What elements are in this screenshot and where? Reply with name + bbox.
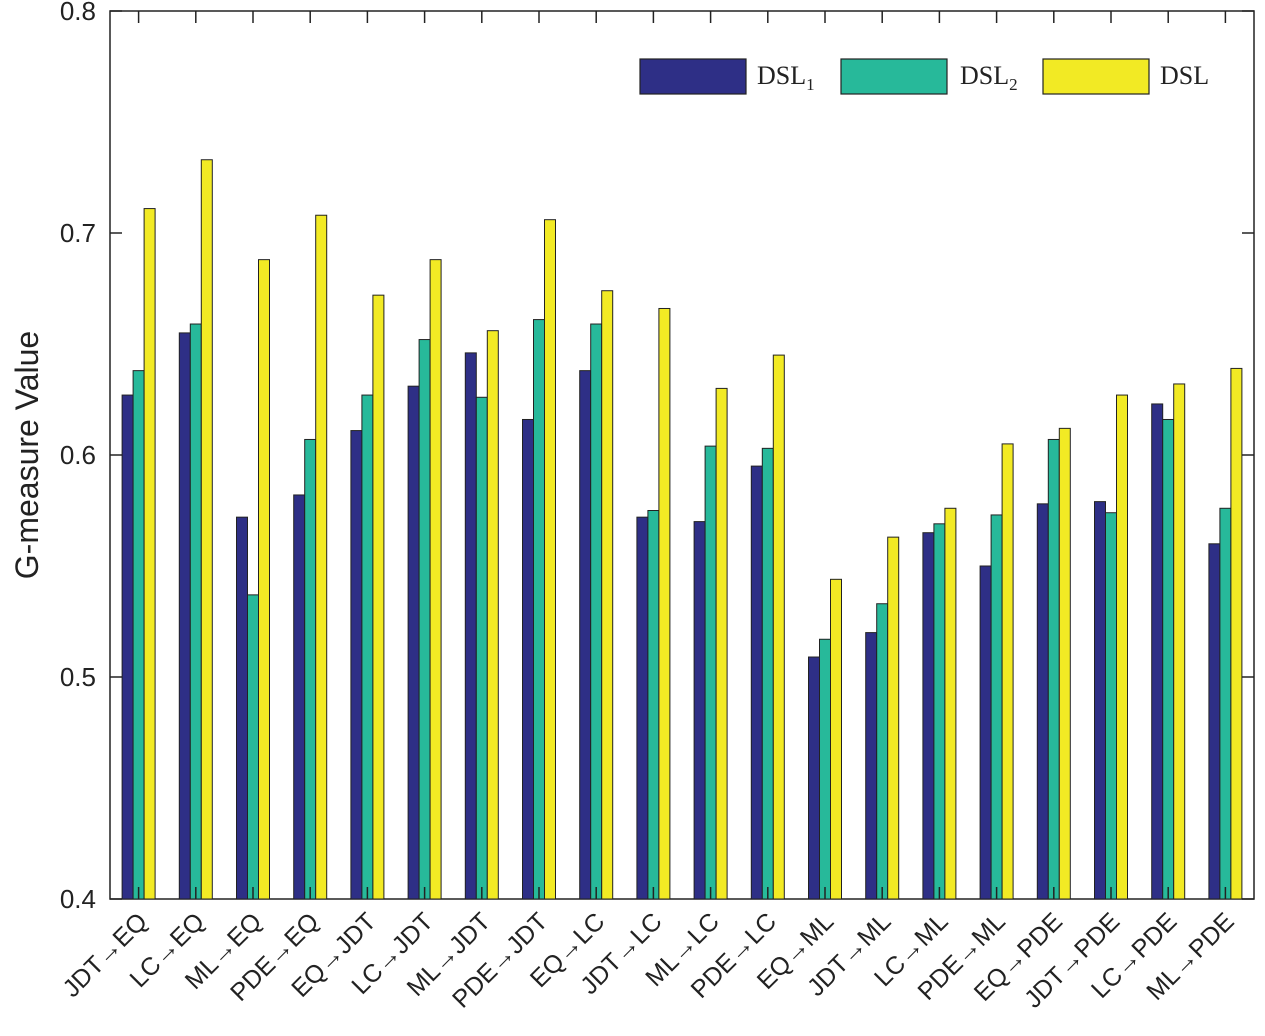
bar-dsl bbox=[1116, 394, 1128, 900]
bar-dsl2 bbox=[990, 514, 1003, 900]
bar-dsl2 bbox=[876, 603, 889, 900]
bar-dsl1 bbox=[808, 656, 820, 900]
y-tick-label: 0.5 bbox=[60, 662, 96, 692]
bar-dsl2 bbox=[761, 447, 774, 900]
bar-dsl2 bbox=[533, 319, 545, 900]
bar-dsl bbox=[315, 214, 328, 900]
bar-dsl1 bbox=[979, 565, 992, 900]
bar-dsl bbox=[772, 354, 785, 900]
bar-dsl bbox=[258, 259, 270, 900]
bar-dsl bbox=[544, 219, 556, 900]
bar-dsl bbox=[830, 578, 842, 900]
bar-dsl2 bbox=[1162, 418, 1175, 900]
bar-dsl1 bbox=[750, 465, 763, 900]
bar-dsl2 bbox=[1219, 507, 1232, 900]
y-axis-title: G-measure Value bbox=[9, 331, 45, 579]
bar-dsl2 bbox=[1105, 512, 1117, 900]
legend-label-dsl1: DSL1 bbox=[757, 61, 815, 94]
bar-dsl bbox=[372, 294, 385, 900]
bar-dsl bbox=[1001, 443, 1014, 900]
bar-dsl2 bbox=[475, 396, 488, 900]
legend-label-dsl2: DSL2 bbox=[960, 61, 1018, 94]
bar-dsl1 bbox=[579, 370, 592, 900]
bar-dsl bbox=[486, 330, 499, 900]
bar-dsl1 bbox=[1208, 543, 1221, 900]
bar-dsl1 bbox=[178, 332, 191, 900]
bar-dsl1 bbox=[121, 394, 134, 900]
bar-dsl bbox=[658, 307, 671, 900]
legend-swatch-dsl2 bbox=[840, 58, 948, 95]
bar-dsl bbox=[715, 387, 728, 900]
bar-dsl bbox=[143, 208, 156, 900]
legend-swatch-dsl bbox=[1042, 58, 1150, 95]
legend: DSL1 DSL2 DSL bbox=[639, 58, 1209, 95]
bar-dsl bbox=[601, 290, 614, 900]
bar-dsl1 bbox=[407, 385, 420, 900]
bar-dsl1 bbox=[522, 418, 534, 900]
bar-dsl2 bbox=[1047, 438, 1060, 900]
y-tick-label: 0.4 bbox=[60, 884, 96, 914]
bar-dsl1 bbox=[1036, 503, 1049, 900]
bar-dsl1 bbox=[693, 521, 706, 900]
bar-dsl bbox=[1230, 367, 1243, 900]
bar-dsl2 bbox=[647, 510, 660, 900]
bar-dsl bbox=[200, 159, 213, 900]
bar-dsl1 bbox=[350, 430, 363, 900]
plot-area bbox=[109, 10, 1255, 900]
y-tick-label: 0.7 bbox=[60, 218, 96, 248]
bar-dsl1 bbox=[1094, 501, 1106, 900]
y-tick-label: 0.8 bbox=[60, 0, 96, 26]
bar-dsl1 bbox=[464, 352, 477, 900]
legend-swatch-dsl1 bbox=[639, 58, 747, 95]
bar-dsl2 bbox=[304, 438, 317, 900]
bar-dsl1 bbox=[236, 516, 248, 900]
bar-dsl bbox=[887, 536, 900, 900]
bar-dsl1 bbox=[636, 516, 649, 900]
bar-dsl1 bbox=[865, 632, 878, 900]
bar-dsl bbox=[944, 507, 957, 900]
legend-label-dsl: DSL bbox=[1160, 61, 1209, 90]
bar-dsl2 bbox=[132, 370, 145, 900]
bar-dsl1 bbox=[922, 532, 935, 900]
y-tick-label: 0.6 bbox=[60, 440, 96, 470]
bar-dsl2 bbox=[361, 394, 374, 900]
bar-dsl1 bbox=[293, 494, 306, 900]
bar-dsl2 bbox=[189, 323, 202, 900]
bar-dsl2 bbox=[933, 523, 946, 900]
bar-dsl2 bbox=[247, 594, 259, 900]
bar-dsl2 bbox=[819, 638, 831, 900]
bar-dsl bbox=[429, 259, 442, 900]
y-axis: 0.4 0.5 0.6 0.7 0.8 bbox=[60, 0, 1254, 914]
bar-dsl2 bbox=[704, 445, 717, 900]
bar-dsl2 bbox=[590, 323, 603, 900]
bar-dsl bbox=[1058, 427, 1071, 900]
bar-dsl2 bbox=[418, 339, 431, 900]
bar-dsl1 bbox=[1151, 403, 1164, 900]
bar-group bbox=[121, 159, 1243, 900]
bar-dsl bbox=[1173, 383, 1186, 900]
